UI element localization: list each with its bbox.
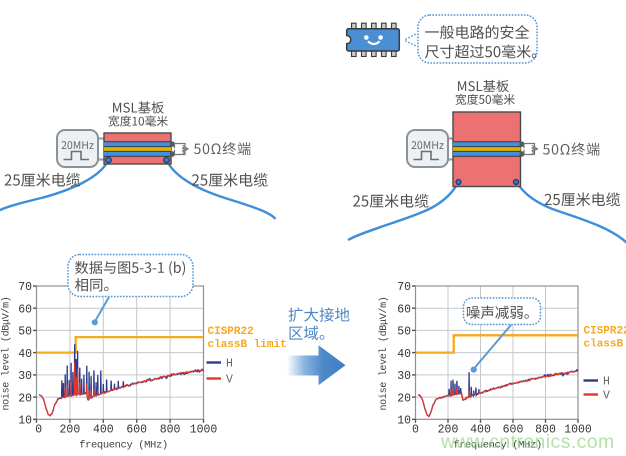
svg-text:40: 40 <box>18 348 32 361</box>
svg-text:noise level (dBμV/m): noise level (dBμV/m) <box>378 296 390 410</box>
svg-text:800: 800 <box>535 424 556 437</box>
svg-text:70: 70 <box>18 281 32 294</box>
svg-text:1000: 1000 <box>190 424 218 437</box>
svg-text:10: 10 <box>18 415 32 428</box>
svg-text:40: 40 <box>397 348 411 361</box>
svg-text:frequency (MHz): frequency (MHz) <box>453 440 542 452</box>
svg-text:30: 30 <box>397 370 411 383</box>
svg-text:20: 20 <box>397 392 411 405</box>
svg-text:600: 600 <box>503 424 524 437</box>
svg-text:H: H <box>603 376 610 389</box>
svg-text:CISPR22: CISPR22 <box>584 326 626 338</box>
svg-text:60: 60 <box>18 303 32 316</box>
svg-text:200: 200 <box>438 424 459 437</box>
svg-text:V: V <box>603 390 610 403</box>
svg-text:0: 0 <box>412 424 419 437</box>
svg-text:800: 800 <box>160 424 181 437</box>
svg-text:600: 600 <box>126 424 147 437</box>
svg-text:CISPR22: CISPR22 <box>208 326 254 338</box>
svg-text:70: 70 <box>397 281 411 294</box>
svg-text:frequency (MHz): frequency (MHz) <box>79 440 168 452</box>
svg-text:50: 50 <box>397 326 411 339</box>
svg-text:10: 10 <box>397 415 411 428</box>
svg-text:50: 50 <box>18 326 32 339</box>
svg-text:1000: 1000 <box>564 424 592 437</box>
svg-text:20: 20 <box>18 392 32 405</box>
svg-text:H: H <box>226 358 233 371</box>
svg-text:V: V <box>226 374 233 387</box>
svg-text:0: 0 <box>35 424 42 437</box>
svg-text:classB: classB <box>584 339 624 351</box>
svg-text:400: 400 <box>93 424 114 437</box>
svg-text:www.cntronics.com: www.cntronics.com <box>440 431 615 453</box>
svg-text:200: 200 <box>60 424 81 437</box>
svg-text:60: 60 <box>397 303 411 316</box>
svg-text:30: 30 <box>18 370 32 383</box>
svg-text:noise level (dBμV/m): noise level (dBμV/m) <box>1 296 13 410</box>
svg-text:classB limit: classB limit <box>208 339 287 351</box>
svg-text:400: 400 <box>470 424 491 437</box>
